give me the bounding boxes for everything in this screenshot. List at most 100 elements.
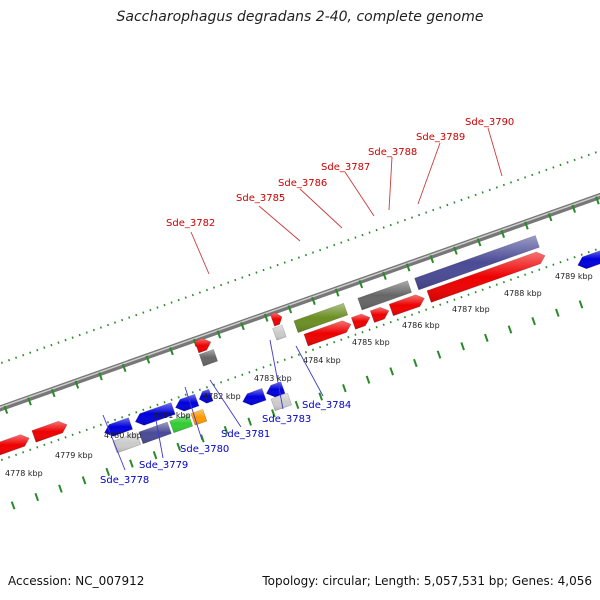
gene-feature[interactable] xyxy=(293,302,349,333)
major-tick xyxy=(216,330,222,339)
major-tick xyxy=(3,405,9,414)
gene-feature[interactable] xyxy=(369,306,390,323)
gene-label-sde-3779: Sde_3779 xyxy=(139,460,188,471)
major-tick xyxy=(200,434,205,443)
gene-feature-gloss xyxy=(414,235,540,290)
gene-feature[interactable] xyxy=(104,417,133,437)
gene-feature[interactable] xyxy=(426,251,546,303)
gene-feature[interactable] xyxy=(272,324,287,341)
coordinate-labels: 4778 kbp 4779 kbp 4780 kbp 4781 kbp 4782… xyxy=(5,272,593,478)
major-tick xyxy=(263,313,269,322)
major-tick xyxy=(105,467,111,476)
gene-feature[interactable] xyxy=(265,381,286,398)
major-tick xyxy=(358,280,364,289)
major-tick xyxy=(500,229,506,239)
forward-callout-lines xyxy=(190,127,503,275)
major-tick xyxy=(318,392,323,401)
major-tick xyxy=(74,380,80,389)
gene-feature[interactable] xyxy=(138,421,172,445)
gene-label-sde-3789: Sde_3789 xyxy=(416,132,465,143)
gene-feature[interactable] xyxy=(169,414,194,434)
gene-feature[interactable] xyxy=(175,393,200,412)
major-tick xyxy=(121,363,127,373)
gene-feature-gloss xyxy=(199,349,218,367)
tick-label-4783: 4783 kbp xyxy=(254,374,292,383)
gene-feature[interactable] xyxy=(388,294,425,317)
major-tick xyxy=(524,221,529,230)
gene-label-sde-3778: Sde_3778 xyxy=(100,475,149,486)
gene-feature[interactable] xyxy=(269,312,283,327)
major-tick xyxy=(476,238,482,247)
major-tick xyxy=(547,213,553,222)
major-tick xyxy=(578,300,584,309)
gene-feature-gloss xyxy=(389,294,425,316)
gene-feature[interactable] xyxy=(414,235,540,291)
callout-line-sde-3778 xyxy=(102,414,126,471)
tick-label-4788: 4788 kbp xyxy=(504,289,542,298)
forward-gene-labels: Sde_3782 Sde_3785 Sde_3786 Sde_3787 Sde_… xyxy=(166,117,514,229)
gene-feature-gloss xyxy=(242,388,267,406)
major-tick xyxy=(436,350,442,359)
gene-feature-gloss xyxy=(31,421,68,443)
major-tick xyxy=(507,325,513,334)
reverse-callout-lines xyxy=(102,339,324,471)
gene-feature[interactable] xyxy=(134,402,176,426)
major-tick xyxy=(247,417,252,426)
gene-feature-gloss xyxy=(0,434,30,456)
gene-feature-gloss xyxy=(370,307,389,323)
major-tick xyxy=(129,459,134,468)
gene-label-sde-3787: Sde_3787 xyxy=(321,162,370,173)
tick-label-4782: 4782 kbp xyxy=(203,392,241,401)
tick-label-4778: 4778 kbp xyxy=(5,469,43,478)
tick-label-4785: 4785 kbp xyxy=(352,338,390,347)
major-tick xyxy=(595,196,600,205)
gene-label-sde-3781: Sde_3781 xyxy=(221,429,270,440)
major-tick xyxy=(460,342,465,351)
gene-label-sde-3790: Sde_3790 xyxy=(465,117,514,128)
major-tick xyxy=(334,288,340,297)
major-tick xyxy=(152,451,158,460)
gene-feature[interactable] xyxy=(112,432,142,454)
tick-label-4781: 4781 kbp xyxy=(153,411,191,420)
major-tick xyxy=(34,492,40,502)
gene-feature-gloss xyxy=(169,414,193,433)
gene-feature[interactable] xyxy=(190,409,208,426)
gene-feature[interactable] xyxy=(242,388,267,406)
gene-feature[interactable] xyxy=(194,338,212,354)
gene-label-sde-3786: Sde_3786 xyxy=(278,178,327,189)
tick-label-4784: 4784 kbp xyxy=(303,356,341,365)
gene-feature[interactable] xyxy=(357,280,412,311)
major-tick xyxy=(294,400,300,409)
major-tick xyxy=(145,355,151,364)
callout-line-sde-3786 xyxy=(299,188,343,229)
major-tick xyxy=(50,388,56,398)
callout-line-sde-3785 xyxy=(258,205,301,242)
major-tick xyxy=(405,263,411,272)
major-tick xyxy=(365,375,371,384)
gene-feature-gloss xyxy=(194,338,211,353)
gene-feature[interactable] xyxy=(350,313,371,330)
genome-summary-text: Topology: circular; Length: 5,057,531 bp… xyxy=(262,574,592,588)
gene-feature[interactable] xyxy=(198,349,218,367)
major-tick xyxy=(453,246,458,255)
gene-feature[interactable] xyxy=(0,434,30,456)
gene-feature[interactable] xyxy=(198,388,214,404)
callout-line-sde-3781 xyxy=(209,379,242,428)
gene-label-sde-3785: Sde_3785 xyxy=(236,193,285,204)
gene-features xyxy=(0,235,600,456)
major-tick xyxy=(484,333,489,342)
gene-feature-gloss xyxy=(135,402,176,426)
callout-line-sde-3787 xyxy=(344,171,375,217)
callout-line-sde-3783 xyxy=(269,339,284,410)
gene-feature[interactable] xyxy=(303,320,352,347)
tick-label-4786: 4786 kbp xyxy=(402,321,440,330)
gene-feature[interactable] xyxy=(577,249,600,270)
major-tick xyxy=(429,254,435,264)
reverse-gene-labels: Sde_3778 Sde_3779 Sde_3780 Sde_3781 Sde_… xyxy=(100,400,351,486)
gene-feature-gloss xyxy=(175,394,199,412)
tick-label-4787: 4787 kbp xyxy=(452,305,490,314)
gene-feature[interactable] xyxy=(31,420,68,443)
gene-feature-gloss xyxy=(138,422,172,444)
major-tick xyxy=(531,317,536,326)
